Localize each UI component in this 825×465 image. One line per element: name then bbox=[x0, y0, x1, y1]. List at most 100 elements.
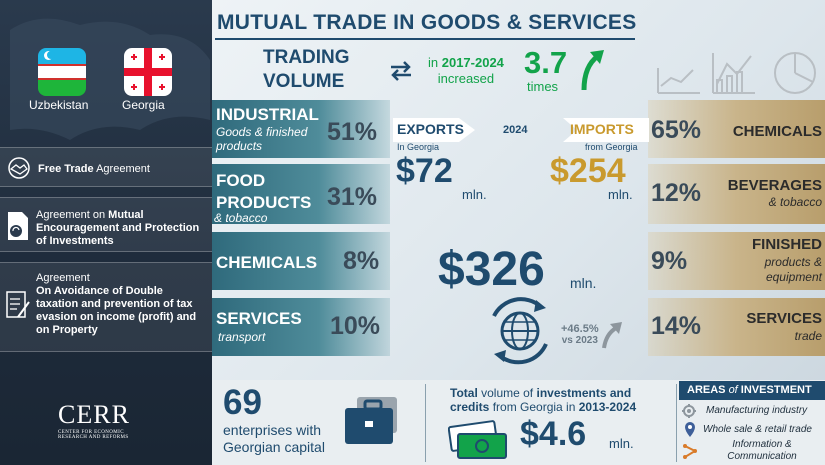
title-underline bbox=[215, 38, 635, 40]
handshake-icon bbox=[8, 157, 30, 179]
georgia-flag bbox=[124, 48, 172, 96]
exports-sub: In Georgia bbox=[397, 142, 440, 152]
export-row-industrial: INDUSTRIAL Goods & finished products 51% bbox=[212, 100, 390, 158]
import-row-beverages: 12% BEVERAGES & tobacco bbox=[648, 164, 825, 224]
agreement-2-pre: Agreement on bbox=[36, 209, 109, 221]
growth-vs: vs 2023 bbox=[561, 335, 598, 346]
growth-arrow-icon bbox=[581, 50, 604, 91]
page-title: MUTUAL TRADE IN GOODS & SERVICES bbox=[217, 11, 637, 34]
import-row-services: 14% SERVICES trade bbox=[648, 298, 825, 356]
import-row-finished: 9% FINISHED products & equipment bbox=[648, 232, 825, 290]
chart-icons-decoration bbox=[657, 52, 816, 94]
export-row-food: FOOD PRODUCTS & tobacco 31% bbox=[212, 164, 390, 225]
agreement-double-taxation: Agreement On Avoidance of Double taxatio… bbox=[0, 262, 212, 352]
uzbekistan-flag bbox=[38, 48, 86, 96]
export-cat-title: SERVICES bbox=[216, 309, 302, 328]
import-pct: 14% bbox=[651, 312, 702, 340]
cerr-logo-sub1: CENTER FOR ECONOMIC bbox=[58, 430, 124, 435]
import-cat-sub: products & equipment bbox=[764, 255, 822, 284]
import-row-chemicals: 65% CHEMICALS bbox=[648, 100, 825, 158]
import-cat-sub: & tobacco bbox=[768, 195, 822, 209]
exports-unit: mln. bbox=[462, 187, 487, 202]
total-value: $326 bbox=[438, 243, 545, 296]
import-cat-title: CHEMICALS bbox=[732, 123, 822, 140]
inv-title-b2: investments and credits bbox=[450, 386, 632, 414]
export-pct: 10% bbox=[330, 312, 381, 340]
inv-title-b3: 2013-2024 bbox=[578, 400, 637, 414]
growth-up-arrow-icon bbox=[602, 322, 622, 349]
growth-rate: +46.5% vs 2023 bbox=[561, 323, 599, 347]
cerr-logo-name: CERR bbox=[58, 400, 130, 429]
import-cat-sub: trade bbox=[794, 329, 822, 343]
trading-period: in 2017-2024 increased bbox=[428, 55, 504, 87]
import-pct: 9% bbox=[651, 247, 688, 275]
export-cat-title: INDUSTRIAL bbox=[216, 105, 319, 124]
export-cat-title: FOOD PRODUCTS bbox=[216, 171, 312, 212]
divider bbox=[425, 384, 426, 462]
trading-multiplier: 3.7 bbox=[524, 45, 568, 80]
export-pct: 51% bbox=[327, 118, 378, 146]
agreement-1-text: Agreement bbox=[93, 163, 150, 175]
growth-pct: +46.5% bbox=[561, 323, 599, 335]
divider bbox=[676, 384, 677, 462]
inv-title-1: volume of bbox=[477, 386, 537, 400]
agreement-3-bold: On Avoidance of Double taxation and prev… bbox=[36, 285, 197, 336]
uzbekistan-label: Uzbekistan bbox=[29, 98, 89, 112]
area-item: Information & Communication bbox=[727, 439, 797, 462]
enterprises-text: enterprises with Georgian capital bbox=[223, 422, 325, 456]
import-cat-title: SERVICES bbox=[746, 310, 822, 327]
areas-title: AREAS of INVESTMENT bbox=[687, 384, 812, 396]
investments-value: $4.6 bbox=[520, 415, 587, 453]
exports-arrow: EXPORTS bbox=[393, 116, 475, 144]
areas-title-2: INVESTMENT bbox=[737, 384, 812, 396]
investments-unit: mln. bbox=[609, 436, 634, 451]
total-unit: mln. bbox=[570, 275, 597, 291]
areas-header: AREAS of INVESTMENT bbox=[679, 381, 825, 400]
inv-title-b1: Total bbox=[450, 386, 478, 400]
trading-label-2: VOLUME bbox=[263, 71, 345, 92]
inv-title-2: from Georgia in bbox=[489, 400, 579, 414]
investments-title: Total volume of investments and credits … bbox=[450, 386, 666, 414]
export-pct: 31% bbox=[327, 183, 378, 211]
network-icon bbox=[683, 444, 698, 459]
exports-value: $72 bbox=[396, 152, 453, 190]
import-cat-title: BEVERAGES bbox=[727, 177, 822, 194]
enterprises-value: 69 bbox=[223, 383, 262, 422]
area-item: Whole sale & retail trade bbox=[703, 424, 812, 435]
export-cat-sub: transport bbox=[218, 330, 266, 344]
document-pen-icon bbox=[6, 291, 30, 318]
exports-label: EXPORTS bbox=[397, 121, 464, 137]
imports-label: IMPORTS bbox=[570, 121, 634, 137]
cerr-logo-sub2: RESEARCH AND REFORMS bbox=[58, 435, 129, 440]
imports-arrow: IMPORTS bbox=[563, 116, 649, 144]
export-cat-sub: & tobacco bbox=[214, 211, 268, 225]
location-pin-icon bbox=[685, 422, 695, 437]
agreement-investments: Agreement on Mutual Encouragement and Pr… bbox=[0, 197, 212, 252]
areas-title-of: of bbox=[728, 384, 738, 396]
export-pct: 8% bbox=[343, 247, 380, 275]
cerr-logo: CERR CENTER FOR ECONOMIC RESEARCH AND RE… bbox=[58, 400, 130, 440]
imports-value: $254 bbox=[550, 152, 626, 190]
agreement-2-bold: Mutual Encouragement and Protection of I… bbox=[36, 209, 200, 247]
enterprises-text-1: enterprises with bbox=[223, 422, 322, 438]
agreement-1-bold: Free Trade bbox=[38, 163, 94, 175]
left-panel bbox=[0, 0, 212, 465]
exchange-arrows-icon bbox=[391, 61, 411, 81]
trading-label-1: TRADING bbox=[263, 47, 350, 68]
export-row-chemicals: CHEMICALS 8% bbox=[212, 232, 390, 290]
import-pct: 12% bbox=[651, 179, 702, 207]
trading-years: 2017-2024 bbox=[441, 55, 504, 70]
imports-unit: mln. bbox=[608, 187, 633, 202]
areas-title-1: AREAS bbox=[687, 384, 729, 396]
export-row-services: SERVICES transport 10% bbox=[212, 298, 390, 356]
import-pct: 65% bbox=[651, 116, 702, 144]
trading-times: times bbox=[527, 79, 559, 94]
imports-sub: from Georgia bbox=[585, 142, 638, 152]
agreement-3-pre: Agreement bbox=[36, 272, 90, 284]
georgia-label: Georgia bbox=[122, 98, 165, 112]
center-year: 2024 bbox=[503, 124, 528, 136]
trading-volume-label: TRADING VOLUME bbox=[263, 46, 350, 94]
agreement-free-trade: Free Trade Agreement bbox=[0, 147, 212, 187]
world-map-background bbox=[10, 18, 210, 141]
import-cat-title: FINISHED bbox=[751, 236, 822, 253]
